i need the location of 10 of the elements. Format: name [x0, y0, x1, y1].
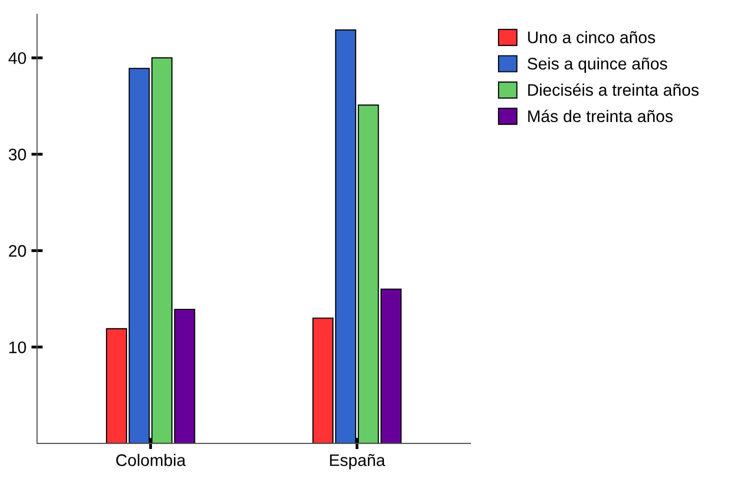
legend-label: Más de treinta años [528, 110, 673, 122]
legend-label: Uno a cinco años [528, 31, 656, 44]
y-tick-label: 40 [8, 52, 26, 64]
y-tick-label: 20 [8, 245, 26, 257]
legend-label: Seis a quince años [528, 57, 668, 73]
legend-label: Dieciséis a treinta años [528, 83, 699, 96]
y-tick-label: 30 [8, 148, 26, 160]
x-tick-label: España [330, 454, 386, 470]
x-tick-label: Colombia [116, 454, 186, 466]
y-tick-label: 10 [9, 341, 26, 354]
